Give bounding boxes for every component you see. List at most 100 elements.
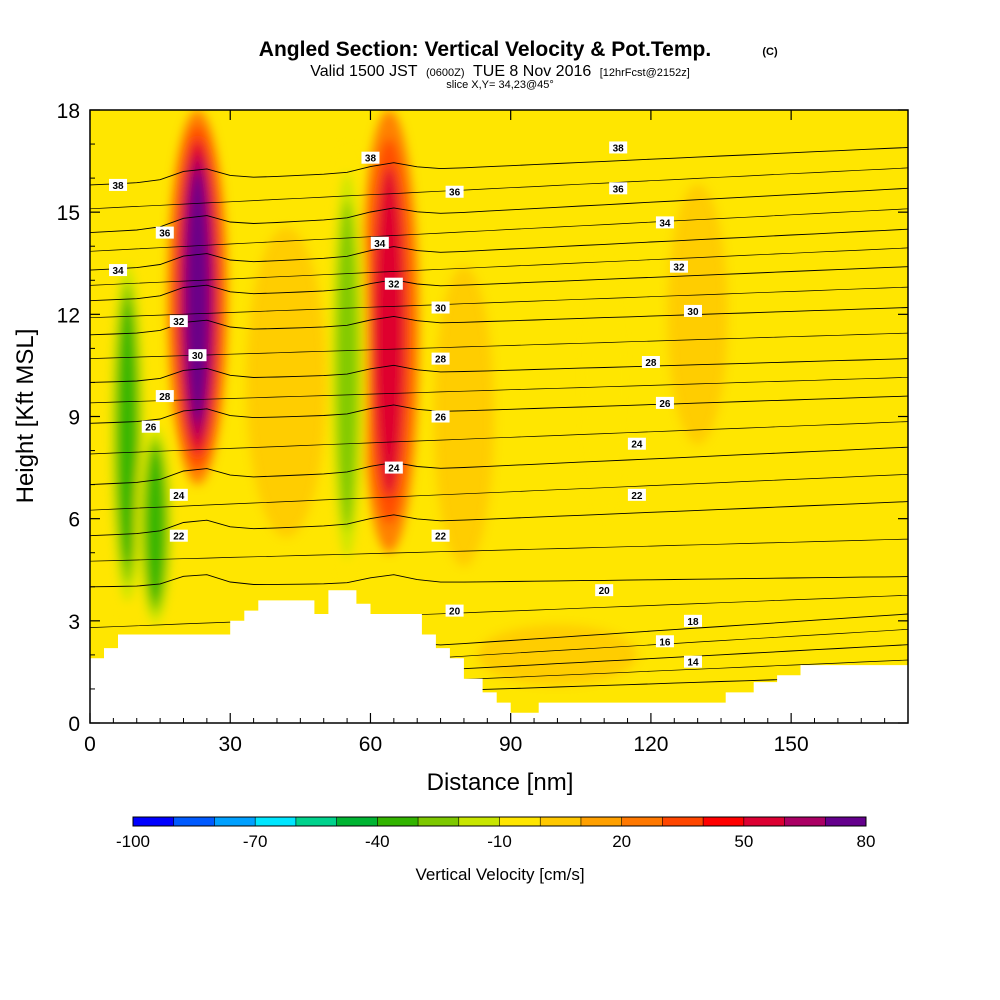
contour-label-30: 16 <box>659 637 671 648</box>
x-tick-label-30: 30 <box>219 733 242 756</box>
theta-contour-minor-7 <box>90 332 908 359</box>
colorbar-swatch-3 <box>255 817 297 826</box>
contour-label-10: 34 <box>374 239 386 250</box>
contour-label-12: 30 <box>435 304 447 315</box>
contour-label-7: 24 <box>173 491 185 502</box>
contour-label-box-21 <box>655 216 674 229</box>
contour-label-20: 36 <box>613 184 625 195</box>
velocity-cell-4-2 <box>336 200 358 530</box>
colorbar-tick-label-4: 20 <box>612 832 631 851</box>
theta-contour-30 <box>90 307 908 336</box>
x-tick-label-60: 60 <box>359 733 382 756</box>
contour-label-14: 26 <box>435 413 447 424</box>
contour-label-box-23 <box>683 304 702 317</box>
theta-contour-minor-10 <box>90 208 908 252</box>
colorbar-swatch-11 <box>580 817 623 826</box>
contour-label-box-28 <box>595 584 614 597</box>
velocity-cell-5-0 <box>584 246 625 519</box>
contour-label-25: 26 <box>659 399 671 410</box>
plot-area: 38 36 34 32 30 28 26 24 22 38 34 32 30 28 26 24 22 20 36 38… <box>90 110 908 723</box>
contour-label-3: 32 <box>173 317 185 328</box>
velocity-cell-1-2 <box>374 166 405 496</box>
slice-info: slice X,Y= 34,23@45° <box>446 79 554 91</box>
y-axis-label: Height [Kft MSL] <box>12 329 39 504</box>
colorbar-label: Vertical Velocity [cm/s] <box>415 865 584 884</box>
colorbar-tick-label-0: -100 <box>116 832 150 851</box>
colorbar-tick-label-1: -70 <box>243 832 268 851</box>
contour-label-15: 24 <box>388 464 400 475</box>
velocity-cell-2-3 <box>118 302 137 565</box>
contour-label-23: 30 <box>687 307 699 318</box>
colorbar-tick-label-6: 80 <box>857 832 876 851</box>
colorbar-swatch-2 <box>214 817 256 826</box>
theta-contour-minor-11 <box>90 167 908 210</box>
theta-contour-minor-4 <box>90 474 908 511</box>
contour-label-29: 18 <box>687 617 699 628</box>
contour-label-box-3 <box>169 315 188 328</box>
theta-contour-minor-6 <box>90 376 908 404</box>
contour-label-box-6 <box>141 420 160 433</box>
contour-label-16: 22 <box>435 532 447 543</box>
contour-label-box-27 <box>627 488 646 501</box>
contour-label-box-5 <box>155 390 174 403</box>
y-tick-label-18: 18 <box>57 100 80 123</box>
contour-label-box-12 <box>431 301 450 314</box>
theta-contour-minor-2 <box>90 594 908 628</box>
contour-label-box-18 <box>445 185 464 198</box>
contour-label-4: 30 <box>192 351 204 362</box>
colorbar-swatch-1 <box>173 817 215 826</box>
contour-label-box-4 <box>188 349 207 362</box>
contour-label-box-13 <box>431 352 450 365</box>
velocity-cell-0-4 <box>186 171 209 424</box>
colorbar-tick-label-2: -40 <box>365 832 390 851</box>
theta-contour-38 <box>90 147 908 186</box>
chart-title-units: (C) <box>762 46 778 58</box>
contour-label-box-19 <box>609 141 628 154</box>
contour-label-box-7 <box>169 488 188 501</box>
contour-label-box-2 <box>109 264 128 277</box>
contour-label-9: 38 <box>365 154 377 165</box>
contour-label-0: 38 <box>112 181 124 192</box>
contour-label-19: 38 <box>613 143 625 154</box>
contour-label-17: 20 <box>449 607 461 618</box>
colorbar-tick-label-3: -10 <box>487 832 512 851</box>
contour-label-box-31 <box>683 655 702 668</box>
colorbar-swatch-10 <box>540 817 582 826</box>
colorbar-swatch-16 <box>784 817 826 826</box>
velocity-cell-3-3 <box>146 449 165 602</box>
colorbar-swatch-12 <box>621 817 663 826</box>
contour-label-28: 20 <box>599 586 611 597</box>
contour-label-box-20 <box>609 182 628 195</box>
colorbar-swatch-5 <box>336 817 378 826</box>
x-tick-label-120: 120 <box>633 733 668 756</box>
y-tick-label-6: 6 <box>68 509 80 532</box>
contour-label-box-17 <box>445 604 464 617</box>
theta-contour-minor-8 <box>90 286 908 319</box>
x-tick-label-150: 150 <box>774 733 809 756</box>
terrain-mask <box>90 590 908 723</box>
orange-zone-0 <box>246 227 327 538</box>
theta-contour-36 <box>90 187 908 234</box>
contour-label-22: 32 <box>673 263 685 274</box>
contour-label-box-15 <box>384 461 403 474</box>
contour-label-5: 28 <box>159 392 171 403</box>
colorbar-swatch-8 <box>458 817 500 826</box>
contour-label-27: 22 <box>631 491 643 502</box>
theta-contour-34 <box>90 228 908 271</box>
contour-label-1: 36 <box>159 229 171 240</box>
contour-label-11: 32 <box>388 280 400 291</box>
subtitle-zulu: (0600Z) <box>426 67 465 79</box>
contour-label-18: 36 <box>449 188 461 199</box>
y-tick-label-12: 12 <box>57 304 80 327</box>
contour-label-box-14 <box>431 410 450 423</box>
x-tick-label-90: 90 <box>499 733 522 756</box>
colorbar-swatch-14 <box>703 817 745 826</box>
plot-background <box>90 110 908 723</box>
theta-contour-minor-5 <box>90 421 908 455</box>
contour-label-box-10 <box>370 236 389 249</box>
colorbar-swatch-13 <box>662 817 704 826</box>
theta-contour-28 <box>90 358 908 383</box>
contour-label-box-25 <box>655 396 674 409</box>
